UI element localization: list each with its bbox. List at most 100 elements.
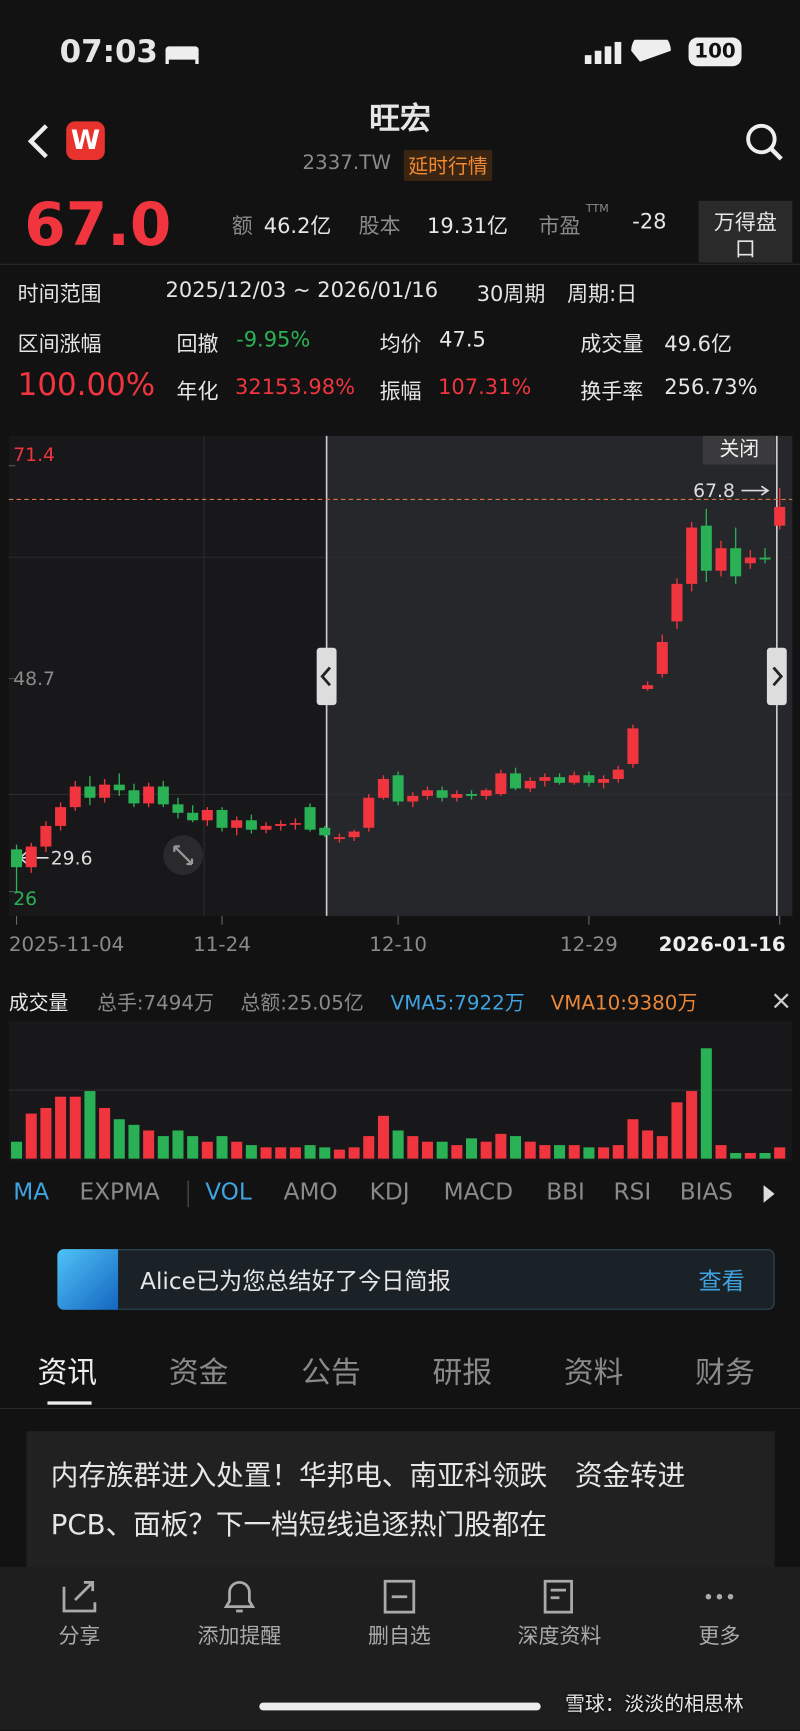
toolbar-label[interactable]: 添加提醒	[197, 1624, 282, 1649]
close-button[interactable]: 关闭	[719, 438, 759, 461]
indicator-tab[interactable]: MA	[13, 1178, 50, 1205]
news-tab[interactable]: 公告	[301, 1356, 361, 1391]
indicator-tab[interactable]: EXPMA	[79, 1178, 160, 1205]
candle-body	[25, 846, 37, 868]
volume-bar	[671, 1102, 683, 1159]
candle-body	[69, 786, 81, 808]
volume-bar	[656, 1136, 668, 1159]
stat-value: 100.00%	[17, 366, 156, 403]
candle-body	[187, 812, 199, 821]
volume-bar	[598, 1147, 610, 1159]
news-tab[interactable]: 财务	[695, 1356, 755, 1391]
toolbar-label[interactable]: 更多	[698, 1624, 741, 1649]
selected-range	[326, 435, 793, 916]
stat-value: 256.73%	[664, 375, 758, 400]
divider	[0, 1408, 800, 1410]
indicator-tab[interactable]: BIAS	[679, 1178, 734, 1205]
volume-bar	[774, 1147, 786, 1159]
indicator-tab[interactable]: MACD	[443, 1178, 514, 1205]
volume-bar	[201, 1141, 213, 1159]
volume-title: 成交量	[8, 992, 69, 1016]
close-button-bg[interactable]	[702, 435, 776, 465]
volume-bar	[715, 1145, 727, 1159]
toolbar-icons	[62, 1579, 734, 1614]
indicator-tab[interactable]: AMO	[283, 1178, 338, 1205]
candle-body	[656, 642, 668, 674]
stat-label: 区间涨幅	[17, 332, 102, 357]
volume-bar	[216, 1136, 228, 1159]
volume-close[interactable]	[772, 992, 790, 1010]
news-tab[interactable]: 研报	[432, 1356, 493, 1391]
volume-bar	[392, 1130, 404, 1159]
banner[interactable]	[57, 1249, 775, 1310]
sleep-icon	[165, 46, 199, 65]
news-tab[interactable]: 资讯	[37, 1356, 98, 1391]
stat-value: -9.95%	[236, 327, 311, 353]
candle-body	[40, 825, 52, 847]
candle-body	[671, 583, 683, 622]
indicator-tab[interactable]: RSI	[613, 1178, 652, 1205]
candle-body	[289, 823, 301, 825]
stock-name: 旺宏	[369, 100, 431, 137]
candle-body	[715, 548, 727, 571]
battery: 100	[688, 37, 742, 67]
field-label: 股本	[358, 214, 401, 239]
candle-body	[451, 794, 463, 798]
home-indicator	[259, 1702, 541, 1711]
range-label: 时间范围	[17, 282, 102, 307]
candle-body	[143, 786, 155, 804]
volume-bar	[510, 1136, 522, 1159]
range-cycle: 周期:日	[567, 282, 638, 307]
back-button[interactable]	[22, 121, 55, 161]
indicator-tab[interactable]: VOL	[205, 1178, 252, 1205]
stat-label: 回撤	[176, 332, 219, 357]
volume-bar	[245, 1145, 257, 1159]
candle-body	[319, 827, 331, 836]
more-indicators[interactable]	[761, 1183, 776, 1205]
candle-body	[627, 728, 639, 764]
news-tab[interactable]: 资金	[168, 1356, 229, 1391]
candle-body	[11, 849, 23, 868]
volume-bar	[40, 1107, 52, 1159]
candle-body	[99, 784, 111, 798]
depth-button[interactable]: 万得盘口	[698, 200, 793, 263]
banner-action[interactable]: 查看	[698, 1267, 745, 1295]
candle-body	[686, 527, 698, 584]
news-tab[interactable]: 资料	[563, 1356, 624, 1391]
candle-body	[480, 790, 492, 796]
volume-text: 总手:7494万	[97, 992, 214, 1016]
volume-bar	[436, 1141, 448, 1159]
stat-value: 47.5	[439, 327, 486, 353]
indicator-tab[interactable]: BBI	[546, 1178, 585, 1205]
volume-bar	[730, 1152, 742, 1159]
volume-bar	[333, 1149, 345, 1159]
candle-body	[583, 775, 595, 783]
volume-bar	[231, 1141, 243, 1159]
toolbar-label[interactable]: 分享	[58, 1624, 101, 1649]
x-tick-label: 2025-11-04	[9, 933, 124, 956]
indicator-tab[interactable]: KDJ	[369, 1178, 410, 1205]
volume-bar	[554, 1145, 566, 1159]
volume-bar	[495, 1133, 507, 1159]
range-handle[interactable]	[316, 647, 337, 706]
toolbar-label[interactable]: 深度资料	[517, 1624, 602, 1649]
divider	[0, 263, 800, 265]
stat-label: 振幅	[379, 379, 422, 404]
reference-arrow	[741, 485, 770, 496]
range-handle[interactable]	[766, 647, 787, 706]
banner-icon	[57, 1249, 119, 1310]
x-tick-label: 12-10	[369, 933, 427, 956]
news-headline[interactable]: 内存族群进入处置！华邦电、南亚科领跌 资金转进PCB、面板？下一档短线追逐热门股…	[50, 1459, 686, 1541]
toolbar-label[interactable]: 删自选	[367, 1624, 431, 1649]
candle-body	[539, 777, 551, 781]
volume-bar	[539, 1145, 551, 1159]
candle-body	[172, 804, 184, 813]
volume-bar	[407, 1136, 419, 1159]
field-value: -28	[632, 209, 667, 234]
news-card[interactable]	[26, 1431, 775, 1586]
low-label: 29.6	[51, 848, 93, 869]
volume-bar	[568, 1145, 580, 1159]
search-button[interactable]	[744, 121, 786, 163]
candle-body	[55, 807, 67, 826]
